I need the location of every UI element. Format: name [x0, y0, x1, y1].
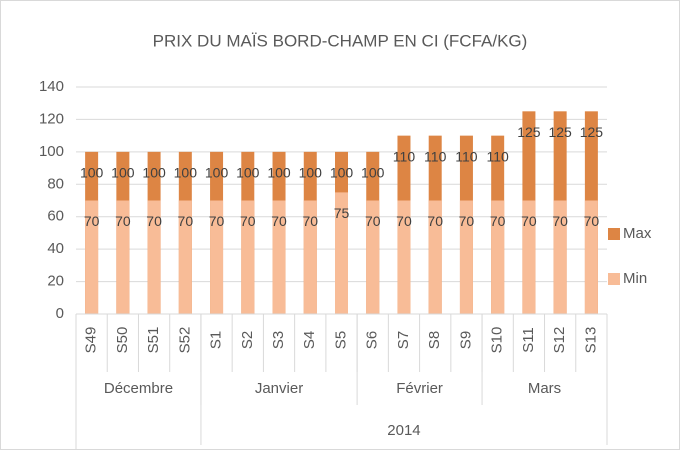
bar [366, 200, 380, 314]
x-tick-label: S8 [426, 331, 443, 349]
data-label: 100 [205, 165, 229, 181]
data-label: 100 [299, 165, 323, 181]
data-label: 70 [584, 213, 600, 229]
group-label: Mars [528, 380, 561, 397]
data-label: 70 [490, 213, 506, 229]
bar [147, 200, 161, 314]
legend-swatch [608, 228, 620, 240]
data-label: 70 [146, 213, 162, 229]
x-tick-label: S50 [114, 327, 131, 354]
x-tick-label: S3 [270, 331, 287, 349]
data-label: 125 [548, 124, 572, 140]
y-tick-label: 80 [47, 175, 64, 192]
x-tick-label: S51 [145, 327, 162, 354]
bar [303, 200, 317, 314]
bar [335, 192, 348, 314]
bar [491, 200, 505, 314]
group-label: Février [396, 380, 443, 397]
y-tick-label: 40 [47, 240, 64, 257]
data-label: 110 [424, 148, 447, 164]
legend-swatch [608, 273, 620, 285]
group-label: 2014 [387, 422, 420, 439]
data-label: 75 [334, 205, 350, 221]
data-label: 70 [365, 213, 381, 229]
data-label: 70 [396, 213, 412, 229]
bar [459, 200, 473, 314]
bar [178, 200, 192, 314]
x-tick-label: S6 [364, 331, 381, 349]
x-tick-label: S10 [489, 327, 506, 354]
group-label: Décembre [104, 380, 173, 397]
chart-title: PRIX DU MAÏS BORD-CHAMP EN CI (FCFA/KG) [153, 31, 528, 50]
y-tick-label: 60 [47, 208, 64, 225]
x-tick-label: S7 [395, 331, 412, 349]
bar [428, 200, 442, 314]
x-tick-label: S49 [83, 327, 100, 354]
data-label: 70 [521, 213, 537, 229]
bar [584, 200, 598, 314]
data-label: 70 [459, 213, 475, 229]
data-label: 70 [302, 213, 318, 229]
y-tick-label: 0 [56, 305, 64, 322]
data-label: 70 [178, 213, 194, 229]
group-label: Janvier [255, 380, 303, 397]
x-tick-label: S9 [457, 331, 474, 349]
y-tick-label: 100 [39, 143, 64, 160]
legend-label: Max [623, 225, 652, 242]
x-tick-label: S12 [551, 327, 568, 354]
data-label: 100 [361, 165, 385, 181]
data-label: 100 [174, 165, 198, 181]
bar [272, 200, 286, 314]
data-label: 70 [427, 213, 443, 229]
data-label: 70 [84, 213, 100, 229]
bar [522, 200, 536, 314]
data-label: 70 [240, 213, 256, 229]
bar [241, 200, 255, 314]
data-label: 70 [209, 213, 225, 229]
bar [116, 200, 130, 314]
bar [553, 200, 567, 314]
x-tick-label: S2 [239, 331, 256, 349]
x-tick-label: S11 [520, 327, 537, 353]
bar [210, 200, 224, 314]
data-label: 100 [267, 165, 291, 181]
y-tick-label: 120 [39, 110, 64, 127]
data-label: 100 [236, 165, 260, 181]
data-label: 125 [517, 124, 541, 140]
data-label: 100 [111, 165, 135, 181]
data-label: 110 [393, 148, 416, 164]
data-label: 110 [455, 148, 478, 164]
y-tick-label: 140 [39, 78, 64, 95]
bar [85, 200, 99, 314]
bar [397, 200, 411, 314]
data-label: 125 [580, 124, 604, 140]
y-tick-label: 20 [47, 273, 64, 290]
data-label: 70 [115, 213, 131, 229]
data-label: 70 [552, 213, 568, 229]
data-label: 100 [80, 165, 104, 181]
data-label: 70 [271, 213, 287, 229]
x-tick-label: S4 [301, 331, 318, 349]
x-tick-label: S5 [332, 331, 349, 349]
x-tick-label: S52 [176, 327, 193, 354]
x-tick-label: S1 [208, 331, 225, 349]
legend-label: Min [623, 270, 647, 287]
x-tick-label: S13 [582, 327, 599, 354]
data-label: 100 [330, 165, 354, 181]
data-label: 100 [142, 165, 166, 181]
data-label: 110 [487, 148, 510, 164]
